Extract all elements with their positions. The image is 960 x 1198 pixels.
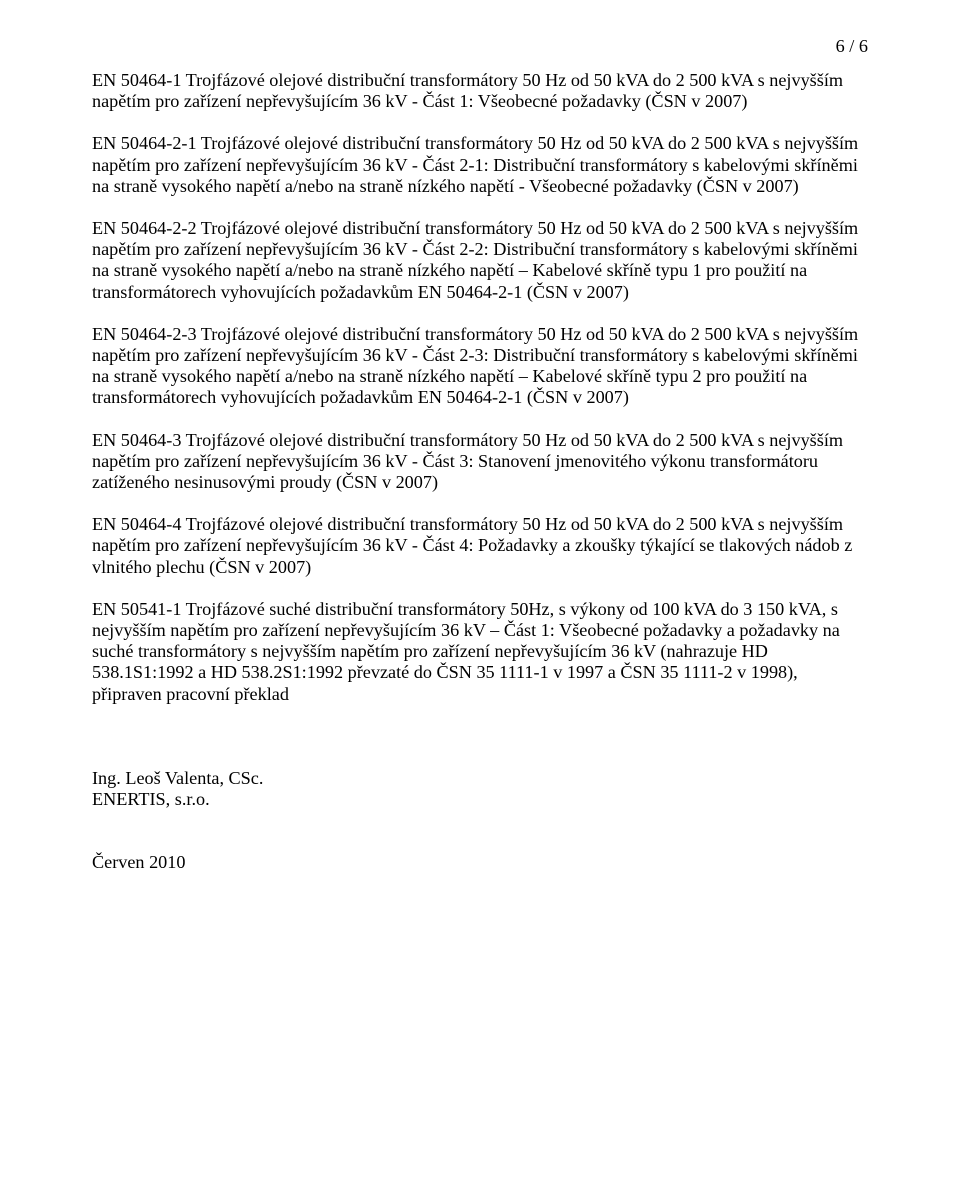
paragraph: EN 50464-3 Trojfázové olejové distribučn… bbox=[92, 430, 868, 494]
paragraph: EN 50464-2-3 Trojfázové olejové distribu… bbox=[92, 324, 868, 409]
signature-block: Ing. Leoš Valenta, CSc. ENERTIS, s.r.o. bbox=[92, 768, 868, 810]
page-number: 6 / 6 bbox=[836, 36, 868, 57]
document-body: EN 50464-1 Trojfázové olejové distribučn… bbox=[92, 70, 868, 873]
paragraph: EN 50464-2-1 Trojfázové olejové distribu… bbox=[92, 133, 868, 197]
signature-name: Ing. Leoš Valenta, CSc. bbox=[92, 768, 868, 789]
document-date: Červen 2010 bbox=[92, 852, 868, 873]
signature-org: ENERTIS, s.r.o. bbox=[92, 789, 868, 810]
document-page: 6 / 6 EN 50464-1 Trojfázové olejové dist… bbox=[0, 0, 960, 1198]
paragraph: EN 50464-1 Trojfázové olejové distribučn… bbox=[92, 70, 868, 112]
paragraph: EN 50464-4 Trojfázové olejové distribučn… bbox=[92, 514, 868, 578]
paragraph: EN 50464-2-2 Trojfázové olejové distribu… bbox=[92, 218, 868, 303]
paragraph: EN 50541-1 Trojfázové suché distribuční … bbox=[92, 599, 868, 705]
